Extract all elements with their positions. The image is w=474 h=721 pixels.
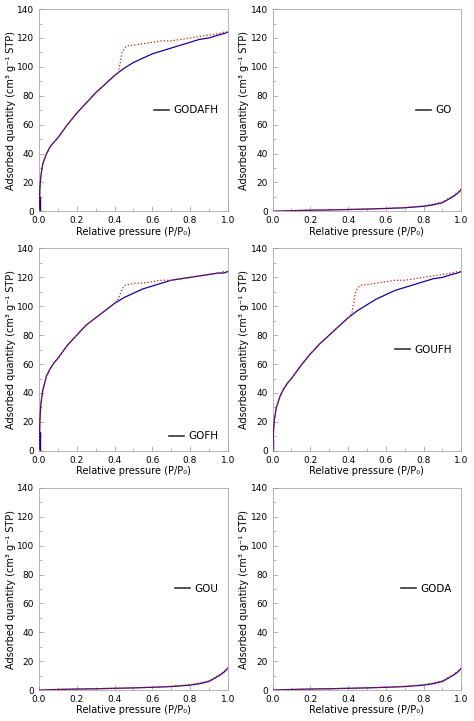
X-axis label: Relative pressure (P/P₀): Relative pressure (P/P₀) bbox=[310, 466, 424, 476]
Legend: GOFH: GOFH bbox=[164, 428, 222, 446]
Y-axis label: Adsorbed quantity (cm³ g⁻¹ STP): Adsorbed quantity (cm³ g⁻¹ STP) bbox=[239, 510, 249, 668]
X-axis label: Relative pressure (P/P₀): Relative pressure (P/P₀) bbox=[310, 705, 424, 715]
Y-axis label: Adsorbed quantity (cm³ g⁻¹ STP): Adsorbed quantity (cm³ g⁻¹ STP) bbox=[239, 270, 249, 429]
Y-axis label: Adsorbed quantity (cm³ g⁻¹ STP): Adsorbed quantity (cm³ g⁻¹ STP) bbox=[6, 510, 16, 668]
Legend: GOU: GOU bbox=[171, 580, 222, 598]
Legend: GOUFH: GOUFH bbox=[391, 340, 456, 359]
X-axis label: Relative pressure (P/P₀): Relative pressure (P/P₀) bbox=[76, 705, 191, 715]
X-axis label: Relative pressure (P/P₀): Relative pressure (P/P₀) bbox=[76, 226, 191, 236]
Legend: GODA: GODA bbox=[397, 580, 456, 598]
Y-axis label: Adsorbed quantity (cm³ g⁻¹ STP): Adsorbed quantity (cm³ g⁻¹ STP) bbox=[6, 31, 16, 190]
Legend: GODAFH: GODAFH bbox=[149, 101, 222, 120]
Y-axis label: Adsorbed quantity (cm³ g⁻¹ STP): Adsorbed quantity (cm³ g⁻¹ STP) bbox=[239, 31, 249, 190]
X-axis label: Relative pressure (P/P₀): Relative pressure (P/P₀) bbox=[76, 466, 191, 476]
X-axis label: Relative pressure (P/P₀): Relative pressure (P/P₀) bbox=[310, 226, 424, 236]
Y-axis label: Adsorbed quantity (cm³ g⁻¹ STP): Adsorbed quantity (cm³ g⁻¹ STP) bbox=[6, 270, 16, 429]
Legend: GO: GO bbox=[411, 101, 456, 120]
